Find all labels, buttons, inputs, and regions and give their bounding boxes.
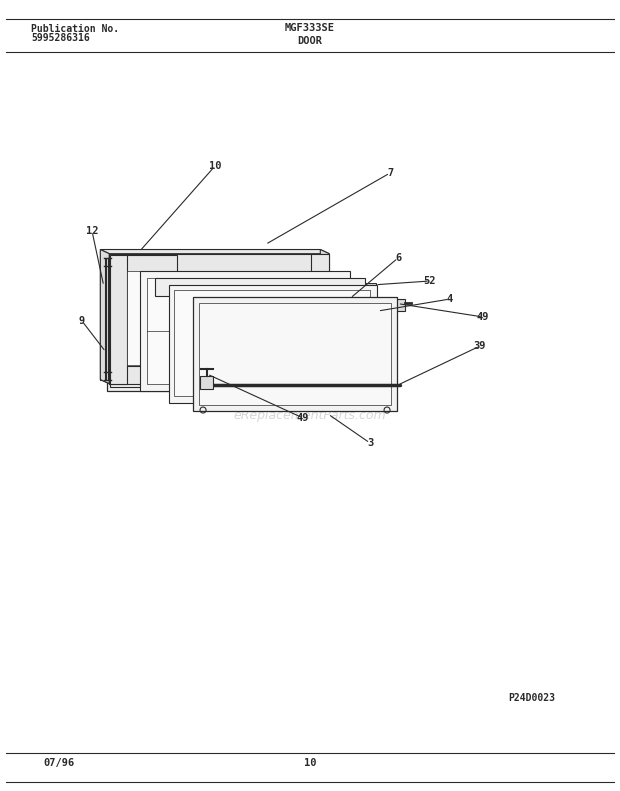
Polygon shape <box>155 278 365 296</box>
Text: 10: 10 <box>304 758 316 768</box>
Polygon shape <box>107 251 182 391</box>
Polygon shape <box>193 297 397 411</box>
Text: 10: 10 <box>209 161 221 171</box>
Polygon shape <box>321 249 329 384</box>
Polygon shape <box>126 271 311 365</box>
Text: 4: 4 <box>447 294 453 304</box>
Text: P24D0023: P24D0023 <box>508 693 556 702</box>
Polygon shape <box>391 298 405 311</box>
Polygon shape <box>379 375 387 383</box>
Polygon shape <box>100 380 329 384</box>
Text: 39: 39 <box>474 341 486 351</box>
Text: DOOR: DOOR <box>298 36 322 46</box>
Polygon shape <box>118 263 169 379</box>
Text: 7: 7 <box>387 168 393 178</box>
Text: 5995286316: 5995286316 <box>31 33 90 44</box>
Text: Publication No.: Publication No. <box>31 24 119 34</box>
Polygon shape <box>100 249 109 384</box>
Text: 07/96: 07/96 <box>43 758 74 768</box>
Text: 3: 3 <box>367 438 373 448</box>
Text: 49: 49 <box>297 413 309 423</box>
Polygon shape <box>100 249 329 254</box>
Polygon shape <box>352 291 359 301</box>
Polygon shape <box>109 365 329 384</box>
Polygon shape <box>169 285 376 403</box>
Text: eReplacementParts.com: eReplacementParts.com <box>234 409 386 422</box>
Text: 6: 6 <box>395 253 401 263</box>
Text: 9: 9 <box>79 316 85 326</box>
Polygon shape <box>147 278 343 384</box>
Polygon shape <box>199 303 391 405</box>
Text: MGF333SE: MGF333SE <box>285 23 335 33</box>
Polygon shape <box>379 305 387 312</box>
Text: 52: 52 <box>423 276 436 286</box>
Polygon shape <box>365 282 376 293</box>
Polygon shape <box>174 290 370 396</box>
Text: 12: 12 <box>86 226 98 236</box>
Polygon shape <box>352 361 359 371</box>
Polygon shape <box>200 376 213 389</box>
Polygon shape <box>100 249 321 380</box>
Text: 49: 49 <box>477 312 489 322</box>
Polygon shape <box>109 254 127 384</box>
Polygon shape <box>140 271 350 391</box>
Polygon shape <box>130 279 290 350</box>
Polygon shape <box>311 254 329 384</box>
Polygon shape <box>109 254 329 271</box>
